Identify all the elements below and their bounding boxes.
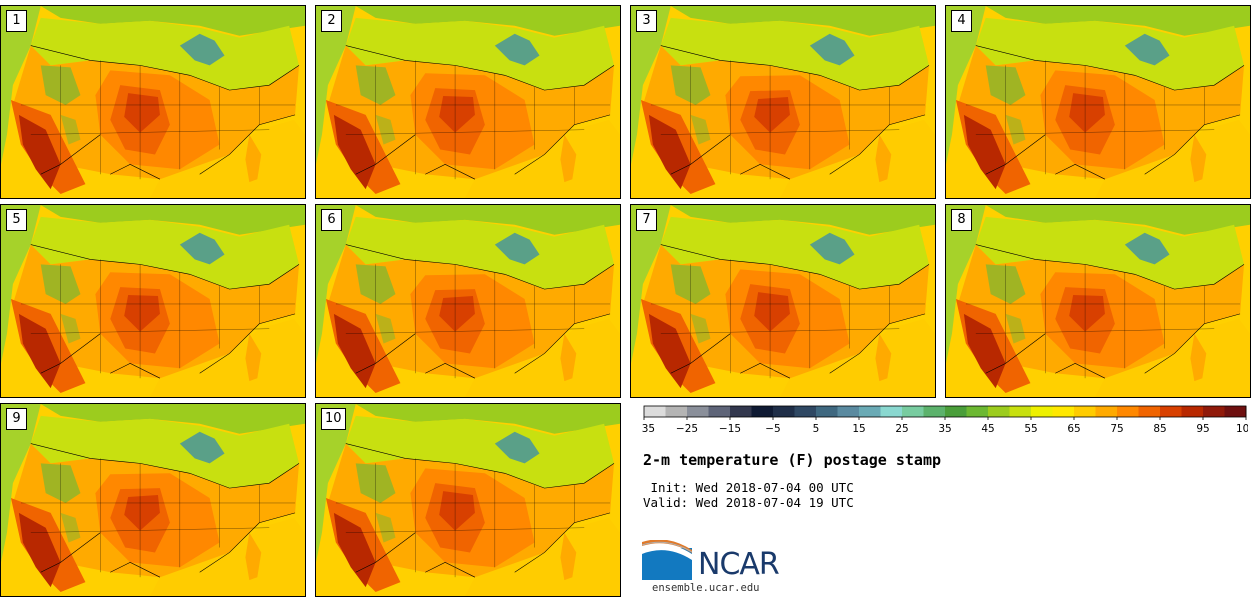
member-number-label: 3 bbox=[636, 10, 657, 32]
colorbar-swatch bbox=[794, 406, 817, 417]
member-number-label: 4 bbox=[951, 10, 972, 32]
colorbar-swatch bbox=[665, 406, 688, 417]
colorbar-tick-label: 15 bbox=[852, 423, 865, 435]
chart-title: 2-m temperature (F) postage stamp bbox=[643, 451, 942, 469]
ensemble-member-map: 9 bbox=[0, 403, 306, 597]
colorbar-swatch bbox=[1095, 406, 1118, 417]
colorbar-swatch bbox=[837, 406, 860, 417]
colorbar-tick-label: 85 bbox=[1153, 423, 1166, 435]
member-number-label: 5 bbox=[6, 209, 27, 231]
colorbar-swatch bbox=[966, 406, 989, 417]
colorbar-tick-label: 95 bbox=[1196, 423, 1209, 435]
ensemble-member-map: 5 bbox=[0, 204, 306, 398]
member-number-label: 6 bbox=[321, 209, 342, 231]
member-number-label: 9 bbox=[6, 408, 27, 430]
member-number-label: 1 bbox=[6, 10, 27, 32]
colorbar-tick-label: −5 bbox=[765, 423, 780, 435]
colorbar-swatch bbox=[1160, 406, 1182, 417]
ensemble-member-map: 8 bbox=[945, 204, 1251, 398]
colorbar-swatch bbox=[1203, 406, 1225, 417]
colorbar-tick-label: 105 bbox=[1236, 423, 1248, 435]
colorbar-swatch bbox=[1074, 406, 1096, 417]
ensemble-member-map: 6 bbox=[315, 204, 621, 398]
colorbar-swatch bbox=[751, 406, 774, 417]
ncar-logo-icon bbox=[642, 540, 693, 580]
temperature-colorbar: −35−25−15−55152535455565758595105115 bbox=[642, 405, 1248, 435]
colorbar-swatch bbox=[1117, 406, 1139, 417]
colorbar-swatch bbox=[816, 406, 838, 417]
colorbar-tick-label: 55 bbox=[1024, 423, 1037, 435]
ensemble-member-map: 4 bbox=[945, 5, 1251, 199]
colorbar-tick-label: 35 bbox=[938, 423, 951, 435]
colorbar-tick-label: −25 bbox=[676, 423, 698, 435]
colorbar-swatch bbox=[1181, 406, 1204, 417]
valid-time: Valid: Wed 2018-07-04 19 UTC bbox=[643, 495, 854, 510]
colorbar-swatch bbox=[708, 406, 731, 417]
member-number-label: 7 bbox=[636, 209, 657, 231]
colorbar-swatch bbox=[880, 406, 903, 417]
colorbar-swatch bbox=[859, 406, 881, 417]
colorbar-swatch bbox=[687, 406, 709, 417]
colorbar-tick-label: 5 bbox=[813, 423, 820, 435]
colorbar-tick-label: −15 bbox=[719, 423, 741, 435]
colorbar-swatch bbox=[773, 406, 795, 417]
colorbar-swatch bbox=[644, 406, 666, 417]
colorbar-tick-label: −35 bbox=[642, 423, 655, 435]
colorbar-swatch bbox=[902, 406, 924, 417]
ensemble-member-map: 3 bbox=[630, 5, 936, 199]
colorbar-swatch bbox=[1031, 406, 1053, 417]
ensemble-member-map: 2 bbox=[315, 5, 621, 199]
member-number-label: 10 bbox=[321, 408, 346, 430]
site-url: ensemble.ucar.edu bbox=[652, 582, 760, 594]
colorbar-tick-label: 75 bbox=[1110, 423, 1123, 435]
init-time: Init: Wed 2018-07-04 00 UTC bbox=[643, 480, 854, 495]
colorbar-swatch bbox=[1224, 406, 1247, 417]
ncar-logo-text: NCAR bbox=[698, 547, 780, 582]
ensemble-member-map: 10 bbox=[315, 403, 621, 597]
member-number-label: 2 bbox=[321, 10, 342, 32]
colorbar-swatch bbox=[945, 406, 967, 417]
colorbar-tick-label: 65 bbox=[1067, 423, 1080, 435]
colorbar-tick-label: 25 bbox=[895, 423, 908, 435]
colorbar-swatch bbox=[1009, 406, 1032, 417]
member-number-label: 8 bbox=[951, 209, 972, 231]
ensemble-member-map: 1 bbox=[0, 5, 306, 199]
colorbar-swatch bbox=[923, 406, 946, 417]
colorbar-swatch bbox=[1138, 406, 1161, 417]
colorbar-swatch bbox=[730, 406, 752, 417]
colorbar-swatch bbox=[1052, 406, 1075, 417]
colorbar-tick-label: 45 bbox=[981, 423, 994, 435]
ensemble-member-map: 7 bbox=[630, 204, 936, 398]
colorbar-swatch bbox=[988, 406, 1010, 417]
